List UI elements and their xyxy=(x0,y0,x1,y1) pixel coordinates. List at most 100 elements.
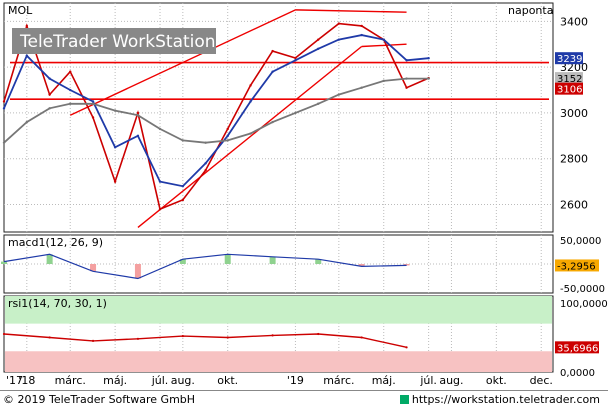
price-series-point xyxy=(317,38,320,41)
macd-histogram-bar xyxy=(315,259,322,264)
macd-histogram-bar xyxy=(358,264,365,267)
price-series-line xyxy=(3,77,429,144)
price-series-point xyxy=(427,77,430,80)
price-series-point xyxy=(249,132,252,135)
price-series-point xyxy=(136,114,140,117)
rsi-oversold-band xyxy=(5,351,552,372)
price-series-point xyxy=(382,79,385,83)
price-series-point xyxy=(317,47,320,50)
price-series-point xyxy=(181,185,185,188)
x-tick-label: júl. xyxy=(151,374,169,387)
price-series-point xyxy=(2,141,6,144)
price-series-point xyxy=(249,84,252,87)
price-series-point xyxy=(360,33,363,37)
macd-value-badge xyxy=(555,259,599,272)
price-series-point xyxy=(25,54,29,57)
price-series-point xyxy=(69,88,72,92)
price-series-point xyxy=(113,146,117,149)
price-series-point xyxy=(158,207,162,211)
price-series-point xyxy=(271,120,274,124)
rsi-y-tick-label: 0,0000 xyxy=(560,368,595,379)
rsi-point xyxy=(360,336,363,339)
macd-line xyxy=(3,253,407,280)
x-tick-label: okt. xyxy=(486,374,507,387)
price-series-point xyxy=(337,22,341,25)
period-label: naponta xyxy=(508,4,553,17)
price-series-point xyxy=(427,56,430,60)
x-tick-label: okt. xyxy=(217,374,238,387)
price-series-point xyxy=(226,134,229,138)
x-tick-label: máj. xyxy=(103,374,127,387)
channel-lower-line xyxy=(137,45,363,228)
price-series-line xyxy=(3,34,429,188)
price-series-point xyxy=(91,100,95,103)
rsi-point xyxy=(181,334,184,338)
price-series-point xyxy=(337,38,341,41)
x-tick-label: dec. xyxy=(530,374,553,387)
x-tick-label: máj. xyxy=(372,374,396,387)
price-series-point xyxy=(294,111,297,115)
price-series-point xyxy=(204,162,207,165)
price-series-point xyxy=(113,109,117,112)
rsi-y-tick-label: 100,0000 xyxy=(560,299,608,310)
price-value-label: 3106 xyxy=(557,85,582,96)
price-series-point xyxy=(337,93,341,96)
rsi-point xyxy=(91,339,95,343)
price-series-point xyxy=(113,180,117,183)
y-tick-label: 3400 xyxy=(560,15,588,28)
rsi-point xyxy=(136,337,140,340)
website-link-text: https://workstation.teletrader.com xyxy=(411,393,600,406)
rsi-value-label: 35,6966 xyxy=(557,343,598,354)
price-series-point xyxy=(405,86,408,89)
price-series-point xyxy=(405,77,408,80)
price-series-point xyxy=(69,102,72,105)
y-tick-label: 3000 xyxy=(560,107,588,120)
watermark-text: TeleTrader WorkStation xyxy=(19,32,216,52)
price-series-point xyxy=(360,86,363,89)
teletrader-logo-icon xyxy=(399,395,409,404)
channel-upper-line xyxy=(69,9,296,116)
x-tick-label: '19 xyxy=(287,374,304,387)
price-value-badge xyxy=(555,52,583,65)
price-series-point xyxy=(226,139,229,142)
website-link[interactable]: https://workstation.teletrader.com xyxy=(399,393,600,406)
price-series-point xyxy=(294,59,297,62)
macd-histogram-bar xyxy=(1,261,7,264)
x-tick-label: '17 xyxy=(6,374,23,387)
channel-upper-line xyxy=(295,9,407,13)
price-series-point xyxy=(271,49,274,53)
rsi-point xyxy=(317,332,320,336)
x-tick-label: márc. xyxy=(55,374,86,387)
price-series-point xyxy=(405,59,408,62)
macd-value-label: -3,2956 xyxy=(557,261,596,272)
rsi-point xyxy=(271,334,274,337)
price-series-point xyxy=(249,100,252,103)
y-tick-label: 2800 xyxy=(560,153,588,166)
rsi-value-badge xyxy=(555,341,599,354)
price-series-point xyxy=(91,102,95,105)
rsi-overbought-band xyxy=(5,296,552,324)
price-series-point xyxy=(136,134,140,138)
x-tick-label: júl. xyxy=(419,374,437,387)
price-value-badge xyxy=(555,72,583,85)
macd-histogram-bar xyxy=(403,264,410,266)
price-series-point xyxy=(48,77,51,80)
price-series-point xyxy=(2,107,6,110)
price-series-point xyxy=(181,198,185,202)
price-series-point xyxy=(158,127,162,131)
instrument-label: MOL xyxy=(8,4,33,17)
copyright-text: © 2019 TeleTrader Software GmbH xyxy=(3,393,196,406)
price-series-point xyxy=(204,141,207,144)
y-tick-label: 3200 xyxy=(560,61,588,74)
price-series-point xyxy=(226,127,229,131)
x-tick-label: márc. xyxy=(323,374,354,387)
macd-histogram-bar xyxy=(224,254,231,264)
price-value-badge xyxy=(555,82,583,95)
price-series-point xyxy=(69,70,72,73)
x-tick-label: aug. xyxy=(171,374,195,387)
macd-label: macd1(12, 26, 9) xyxy=(8,236,103,249)
price-series-point xyxy=(136,111,140,115)
x-tick-label: aug. xyxy=(439,374,463,387)
